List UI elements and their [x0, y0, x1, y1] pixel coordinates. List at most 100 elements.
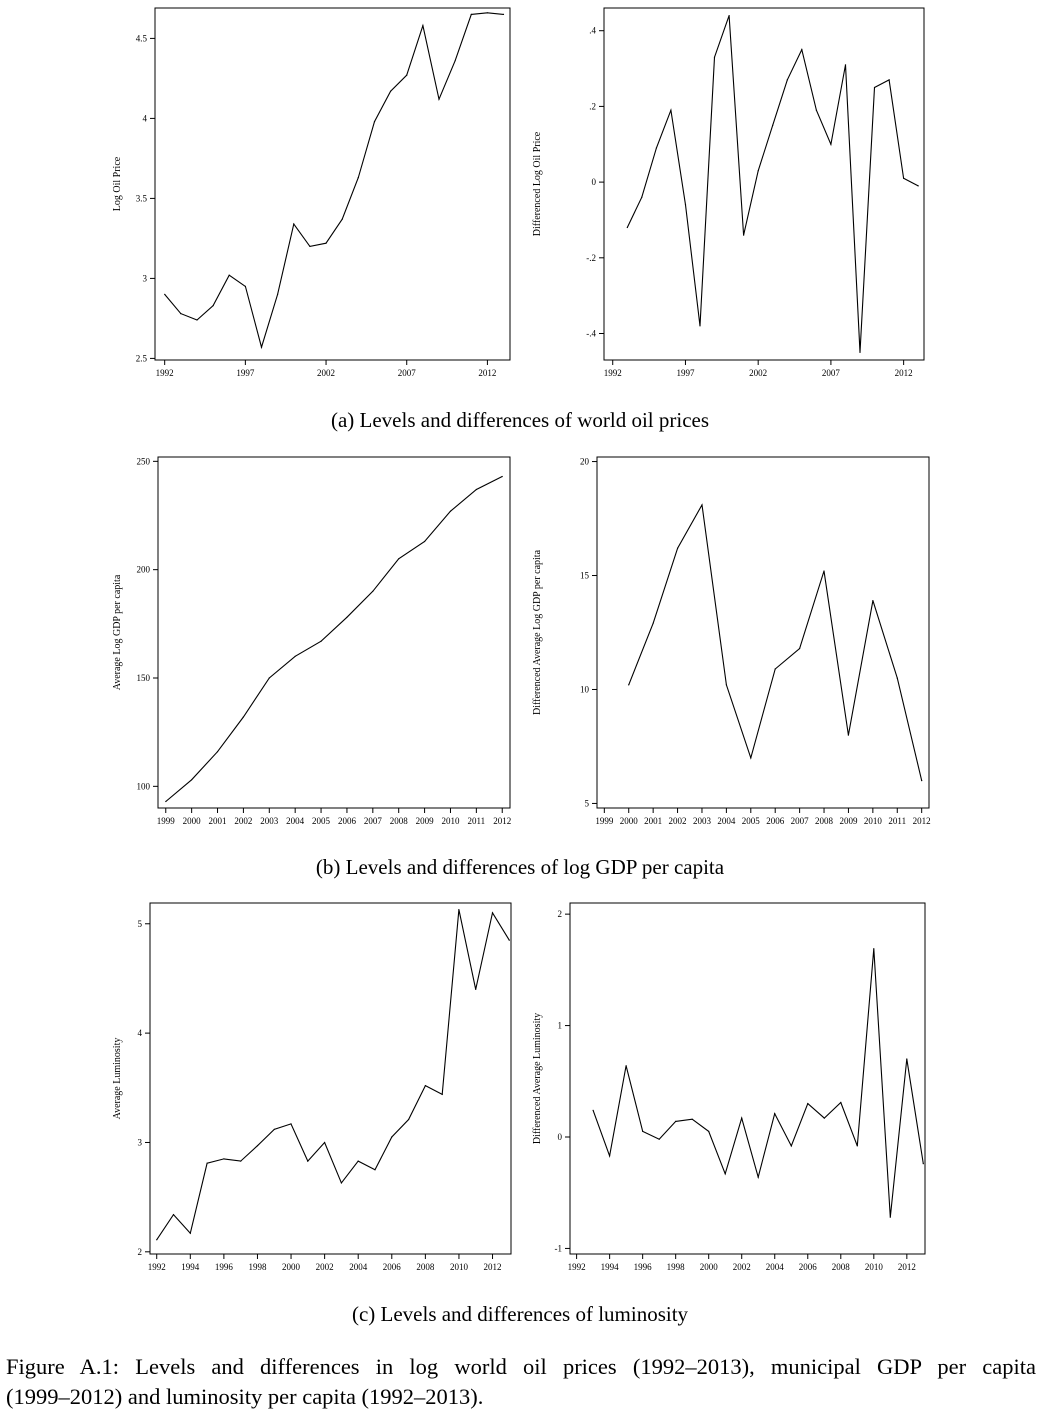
y-tick-label: 4.5: [136, 33, 148, 43]
plot-frame: [603, 7, 925, 361]
y-tick-label: 3: [143, 273, 148, 283]
data-point: [458, 909, 460, 911]
data-point: [642, 1130, 644, 1132]
data-point: [859, 351, 861, 353]
x-tick-label: 2012: [913, 816, 931, 826]
data-point: [872, 600, 874, 602]
data-point: [293, 223, 295, 225]
y-tick-label: -1: [555, 1243, 563, 1253]
x-tick-label: 1999: [595, 816, 614, 826]
data-point: [391, 1136, 393, 1138]
data-point: [340, 1182, 342, 1184]
data-point: [728, 15, 730, 17]
data-point: [242, 716, 244, 718]
y-tick-label: 0: [558, 1132, 563, 1142]
data-point: [273, 1128, 275, 1130]
x-tick-label: 2001: [209, 816, 227, 826]
x-tick-label: 2004: [717, 816, 736, 826]
data-point: [372, 590, 374, 592]
data-point: [475, 988, 477, 990]
data-point: [470, 13, 472, 15]
chart-oil-diff-svg: 1992 1997 2002 2007 2012 -.4 -.2 0 .2 .4 Differenc…: [532, 7, 925, 378]
data-point: [191, 779, 193, 781]
y-tick-label: 2: [138, 1247, 143, 1257]
data-point: [774, 1113, 776, 1115]
data-point: [830, 143, 832, 145]
data-point: [625, 1065, 627, 1067]
data-point: [917, 185, 919, 187]
y-axis-label: Average Log GDP per capita: [112, 574, 123, 690]
x-tick-label: 1994: [181, 1262, 200, 1272]
series-line: [164, 12, 504, 350]
chart-oil-diff: 1992 1997 2002 2007 2012 -.4 -.2 0 .2 .4 Differenc…: [520, 0, 940, 390]
data-point: [655, 147, 657, 149]
data-point: [408, 1118, 410, 1121]
x-tick-label: 1996: [634, 1262, 653, 1272]
chart-gdp-diff-svg: 1999 2000 2001 2002 2003 2004 2005 2006 2007 2008…: [532, 456, 931, 826]
y-tick-label: 10: [580, 684, 590, 694]
x-tick-label: 2003: [693, 816, 712, 826]
data-point: [701, 504, 703, 506]
y-tick-label: 20: [580, 457, 590, 467]
y-axis-label: Differenced Average Log GDP per capita: [532, 549, 543, 715]
series-line: [165, 476, 503, 802]
data-point: [475, 488, 477, 491]
x-tick-label: 2004: [286, 816, 305, 826]
y-tick-label: 150: [137, 673, 151, 683]
data-point: [801, 49, 803, 51]
chart-gdp-level: 1999 2000 2001 2002 2003 2004 2005 2006 2007 2008…: [100, 445, 520, 840]
data-point: [708, 1130, 710, 1132]
data-point: [921, 780, 923, 782]
x-tick-label: 1992: [568, 1262, 586, 1272]
data-point: [790, 1145, 792, 1147]
data-point: [502, 13, 505, 15]
data-point: [652, 622, 654, 624]
x-tick-label: 2000: [282, 1262, 301, 1272]
data-point: [501, 475, 503, 478]
data-point: [228, 274, 230, 276]
data-point: [216, 751, 219, 753]
x-tick-label: 2002: [749, 368, 767, 378]
x-tick-label: 2008: [416, 1262, 435, 1272]
x-tick-label: 1999: [157, 816, 176, 826]
x-tick-label: 2008: [815, 816, 834, 826]
data-point: [196, 319, 198, 321]
data-point: [889, 1216, 891, 1218]
data-point: [641, 196, 643, 198]
data-point: [677, 547, 679, 549]
data-point: [658, 1138, 660, 1140]
data-point: [320, 640, 322, 642]
x-tick-label: 2012: [478, 368, 496, 378]
y-tick-label: .4: [589, 26, 596, 36]
data-point: [757, 1176, 759, 1178]
data-point: [508, 939, 510, 941]
figure-caption: Figure A.1: Levels and differences in lo…: [6, 1352, 1036, 1412]
data-point: [903, 177, 905, 179]
y-tick-label: 4: [138, 1028, 143, 1038]
x-tick-label: 1994: [601, 1262, 620, 1272]
x-tick-label: 2012: [898, 1262, 916, 1272]
data-point: [172, 1214, 175, 1216]
data-point: [491, 912, 494, 914]
data-point: [406, 74, 408, 76]
data-point: [724, 1173, 726, 1175]
data-point: [346, 616, 348, 618]
y-tick-label: .2: [589, 101, 596, 111]
y-tick-label: 2: [558, 909, 563, 919]
y-tick-label: 3.5: [136, 193, 148, 203]
data-point: [626, 226, 628, 229]
data-point: [290, 1123, 292, 1125]
data-point: [772, 124, 774, 126]
y-tick-label: 5: [138, 919, 143, 929]
figure-caption-line2: (1999–2012) and luminosity per capita (1…: [6, 1384, 484, 1409]
x-tick-label: 2010: [865, 1262, 884, 1272]
data-point: [212, 305, 214, 307]
x-tick-label: 2002: [669, 816, 687, 826]
data-point: [268, 677, 270, 679]
x-tick-label: 1997: [676, 368, 695, 378]
y-tick-label: 100: [137, 781, 151, 791]
data-point: [823, 1117, 825, 1119]
x-tick-label: 2005: [742, 816, 761, 826]
series-line: [626, 15, 919, 353]
chart-lum-diff-svg: 1992 1994 1996 1998 2000 2002 2004 2006 2008 2010…: [532, 902, 926, 1272]
